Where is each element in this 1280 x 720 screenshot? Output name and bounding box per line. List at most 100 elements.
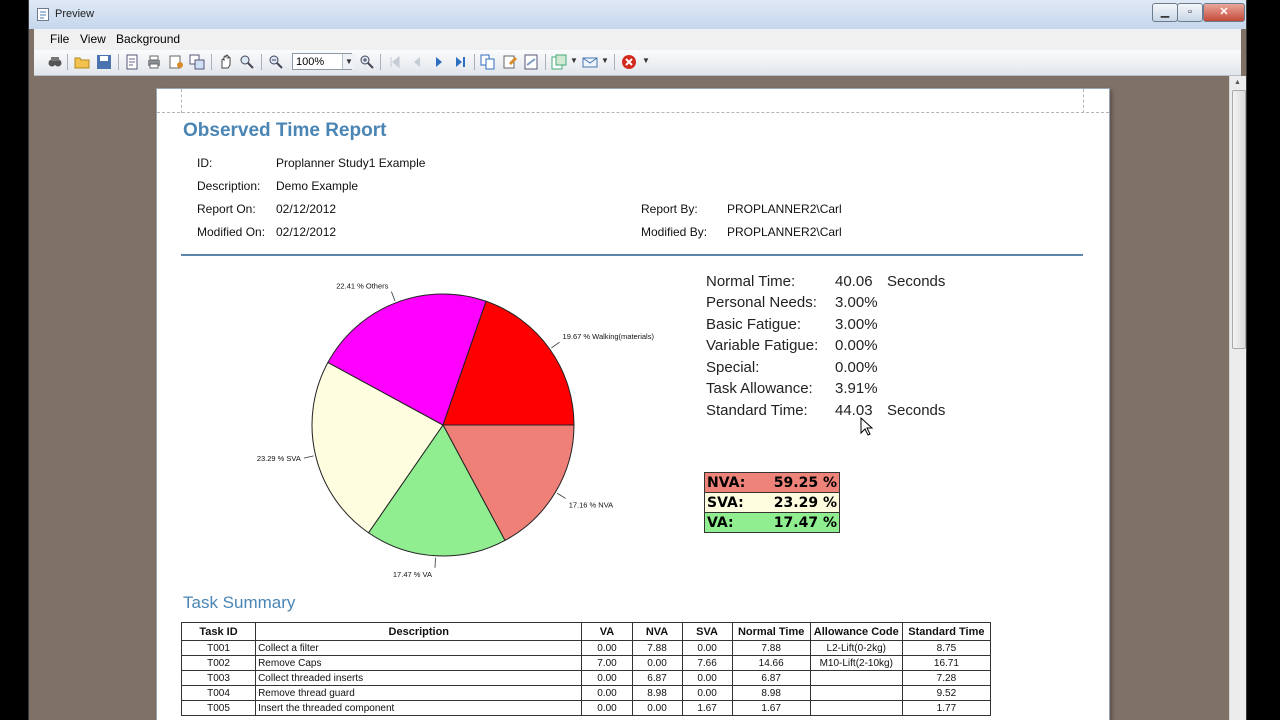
margin-guide [157, 112, 1109, 113]
task-allowance-code-cell: L2-Lift(0-2kg) [809, 640, 903, 656]
menu-view[interactable]: View [80, 32, 106, 46]
task-va-cell: 0.00 [581, 685, 633, 701]
zoom-dropdown-button[interactable]: ▼ [342, 54, 355, 69]
column-header: Allowance Code [809, 622, 903, 641]
previous-page-icon[interactable] [409, 54, 425, 70]
task-description-cell: Insert the threaded component [255, 700, 583, 716]
task-normal-time-cell: 14.66 [731, 655, 811, 671]
stat-value: 44.03 [835, 402, 873, 419]
menu-file[interactable]: File [50, 32, 70, 46]
toolbar-separator [614, 54, 615, 70]
table-row: T004 Remove thread guard 0.00 8.98 0.00 … [180, 685, 992, 701]
category-row-nva: NVA: 59.25 % [703, 472, 840, 493]
category-totals-table: NVA: 59.25 % SVA: 23.29 % VA: 17.47 % [703, 472, 840, 533]
mouse-pointer-icon [860, 417, 874, 436]
scrollbar-thumb[interactable] [1232, 90, 1246, 349]
pie-slice-label: 17.47 % VA [393, 570, 432, 579]
stat-label: Standard Time: [706, 402, 808, 419]
email-icon[interactable] [582, 54, 598, 70]
magnifier-icon[interactable] [239, 54, 255, 70]
table-row: T002 Remove Caps 7.00 0.00 7.66 14.66 M1… [180, 655, 992, 671]
last-page-icon[interactable] [452, 54, 468, 70]
export-icon[interactable] [551, 54, 567, 70]
pie-leader-line [551, 341, 560, 349]
report-by-label: Report By: [641, 202, 698, 216]
task-normal-time-cell: 8.98 [731, 685, 811, 701]
task-va-cell: 0.00 [581, 640, 633, 656]
open-icon[interactable] [74, 54, 90, 70]
report-title: Observed Time Report [183, 120, 387, 141]
task-summary-heading: Task Summary [183, 593, 296, 612]
close-button[interactable]: ✕ [1203, 3, 1245, 22]
task-allowance-code-cell [809, 670, 903, 686]
task-standard-time-cell: 8.75 [901, 640, 992, 656]
column-header: VA [581, 622, 633, 641]
task-va-cell: 0.00 [581, 670, 633, 686]
vertical-scrollbar[interactable]: ▲ [1229, 76, 1246, 720]
task-nva-cell: 6.87 [631, 670, 683, 686]
task-description-cell: Collect threaded inserts [255, 670, 583, 686]
print-icon[interactable] [146, 54, 162, 70]
stat-label: Task Allowance: [706, 380, 813, 397]
preview-window: Preview ▁ ▫ ✕ File View Background 100% … [28, 0, 1247, 720]
report-page: Observed Time Report ID: Proplanner Stud… [156, 88, 1110, 720]
close-preview-icon[interactable] [621, 54, 637, 70]
margin-guide [181, 89, 182, 113]
save-icon[interactable] [96, 54, 112, 70]
modified-on-value: 02/12/2012 [276, 225, 337, 239]
maximize-icon: ▫ [1188, 6, 1192, 18]
overflow-dropdown-icon[interactable]: ▼ [642, 56, 650, 65]
task-id-cell: T002 [180, 655, 257, 671]
description-label: Description: [197, 179, 261, 193]
stat-unit: Seconds [887, 402, 946, 419]
pie-leader-line [391, 291, 396, 302]
scroll-up-icon[interactable]: ▲ [1234, 79, 1241, 86]
modified-by-label: Modified By: [641, 225, 708, 239]
pie-slice-label: 22.41 % Others [336, 282, 388, 291]
watermark-icon[interactable] [523, 54, 539, 70]
modified-by-value: PROPLANNER2\Carl [727, 225, 842, 239]
column-header: Standard Time [901, 622, 992, 641]
find-icon[interactable] [47, 54, 63, 70]
maximize-button[interactable]: ▫ [1177, 3, 1203, 22]
chevron-down-icon: ▼ [345, 57, 353, 66]
print-setup-icon[interactable] [168, 54, 184, 70]
email-dropdown-icon[interactable]: ▼ [601, 56, 609, 65]
preview-app-icon [37, 8, 49, 21]
task-standard-time-cell: 9.52 [901, 685, 992, 701]
export-dropdown-icon[interactable]: ▼ [570, 56, 578, 65]
zoom-in-icon[interactable] [359, 54, 375, 70]
percent-sign: % [822, 514, 837, 531]
page-setup-icon[interactable] [124, 54, 140, 70]
toolbar-separator [67, 54, 68, 70]
first-page-icon[interactable] [387, 54, 403, 70]
column-header: Description [255, 622, 583, 641]
zoom-out-icon[interactable] [268, 54, 284, 70]
modified-on-label: Modified On: [197, 225, 266, 239]
menu-background[interactable]: Background [116, 32, 181, 46]
title-bar: Preview ▁ ▫ ✕ [29, 0, 1246, 29]
margin-guide [1083, 89, 1084, 113]
scale-icon[interactable] [189, 54, 205, 70]
category-label: NVA: [703, 472, 757, 493]
pie-slice-label: 17.16 % NVA [569, 500, 613, 509]
task-description-cell: Collect a filter [255, 640, 583, 656]
hand-tool-icon[interactable] [218, 54, 234, 70]
report-by-value: PROPLANNER2\Carl [727, 202, 842, 216]
report-on-value: 02/12/2012 [276, 202, 337, 216]
stat-value: 3.00% [835, 316, 878, 333]
stat-label: Special: [706, 359, 760, 376]
category-row-va: VA: 17.47 % [703, 512, 840, 533]
task-summary-table: Task ID Description VA NVA SVA Normal Ti… [180, 622, 992, 716]
task-allowance-code-cell [809, 685, 903, 701]
category-number: 17.47 [773, 514, 819, 531]
task-sva-cell: 7.66 [681, 655, 733, 671]
task-id-cell: T004 [180, 685, 257, 701]
minimize-button[interactable]: ▁ [1152, 3, 1178, 22]
multiple-pages-icon[interactable] [480, 54, 496, 70]
next-page-icon[interactable] [431, 54, 447, 70]
background-color-icon[interactable] [502, 54, 518, 70]
zoom-combobox[interactable]: 100% [292, 53, 352, 70]
stat-label: Variable Fatigue: [706, 337, 819, 354]
pie-slice [367, 424, 506, 557]
